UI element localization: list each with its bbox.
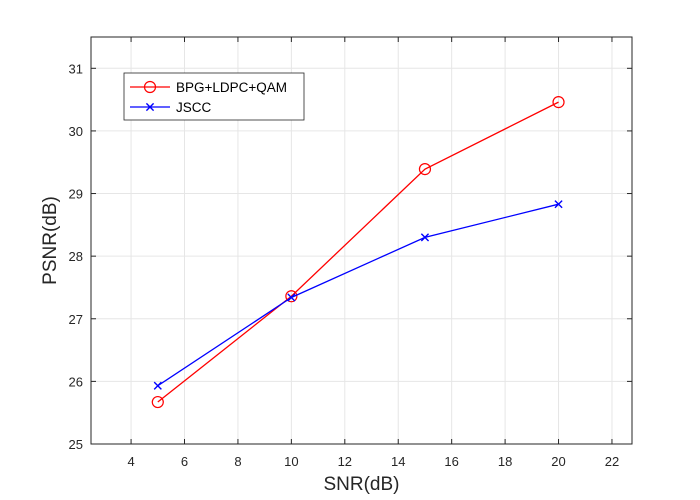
y-tick-label: 26 [69,374,83,389]
legend: BPG+LDPC+QAM JSCC [123,72,305,121]
legend-label: JSCC [176,100,212,115]
x-tick-label: 10 [284,454,298,469]
x-tick-label: 16 [444,454,458,469]
series-bpg-ldpc-qam [151,96,565,409]
x-tick-label: 14 [391,454,405,469]
y-tick-label: 30 [69,124,83,139]
series-line [157,101,559,403]
data-point [153,381,162,390]
x-tick-label: 4 [127,454,134,469]
data-point [287,293,296,302]
data-point [418,163,432,176]
axis-ticks: 4 6 8 10 12 14 16 18 20 22 25 26 27 28 29 30 31 [69,37,632,469]
x-tick-label: 12 [338,454,352,469]
y-tick-label: 25 [69,437,83,452]
x-axis-label: SNR(dB) [323,474,399,495]
y-tick-label: 28 [69,249,83,264]
y-axis-label: PSNR(dB) [40,196,61,285]
x-tick-label: 22 [605,454,619,469]
legend-box [123,72,305,121]
data-point [151,395,164,409]
data-point [420,233,430,242]
x-tick-label: 20 [551,454,565,469]
data-point [552,96,565,109]
legend-marker [145,102,155,112]
x-tick-label: 6 [181,454,188,469]
legend-label: BPG+LDPC+QAM [176,80,287,95]
series-line [157,203,559,387]
legend-marker [143,80,157,94]
y-tick-label: 31 [69,61,83,76]
x-tick-label: 8 [234,454,241,469]
data-point [285,290,298,303]
y-tick-label: 27 [69,312,83,327]
data-point [554,200,563,209]
series-layer [151,96,565,409]
y-tick-label: 29 [69,187,83,202]
plot-area-frame [90,36,633,445]
x-tick-label: 18 [498,454,512,469]
series-jscc [153,200,563,390]
